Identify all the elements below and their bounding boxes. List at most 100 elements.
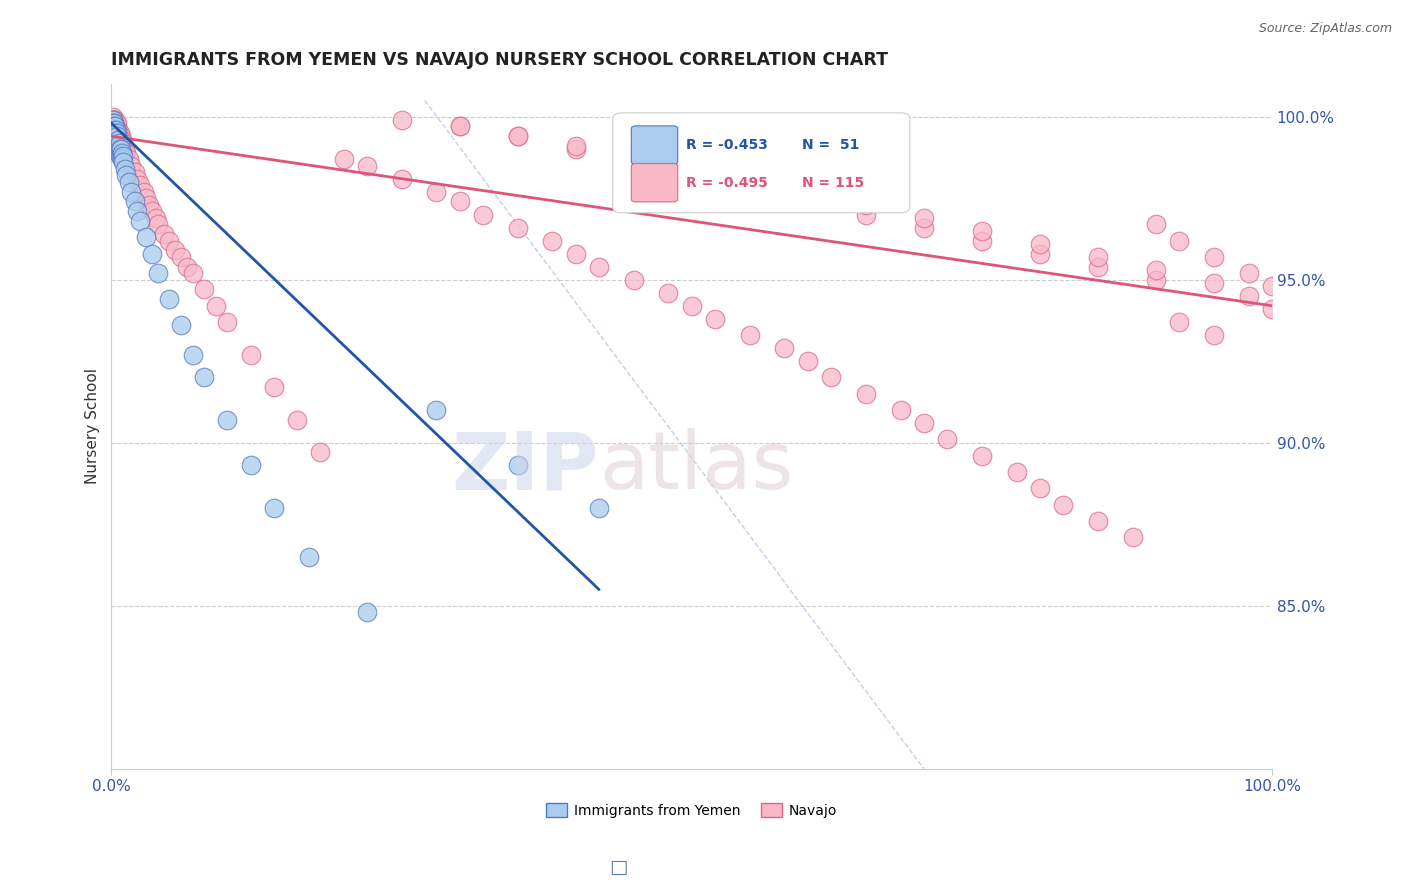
Text: R = -0.453: R = -0.453 (686, 138, 768, 152)
Point (111, 155, 134, 169)
Text: R = -0.495: R = -0.495 (686, 176, 768, 190)
Text: □: □ (609, 857, 628, 877)
Point (449, 194, 471, 209)
Point (356, 159, 378, 173)
Text: N =  51: N = 51 (801, 138, 859, 152)
Point (1122, 530, 1144, 544)
Point (588, 500, 610, 515)
Text: N = 115: N = 115 (801, 176, 865, 190)
Point (1237, 266, 1260, 280)
Point (217, 413, 239, 427)
Point (107, 142, 129, 156)
Point (681, 299, 703, 313)
Point (105, 129, 128, 144)
Point (391, 171, 413, 186)
Point (855, 207, 877, 221)
Point (104, 129, 127, 144)
Point (103, 116, 125, 130)
Point (105, 122, 128, 136)
Point (912, 416, 935, 430)
Point (796, 185, 818, 199)
Point (111, 136, 134, 150)
Point (181, 266, 204, 280)
Point (1144, 217, 1167, 231)
Point (104, 113, 127, 128)
Point (129, 178, 152, 193)
Point (111, 152, 134, 166)
Text: Source: ZipAtlas.com: Source: ZipAtlas.com (1258, 22, 1392, 36)
Point (114, 161, 136, 176)
Point (263, 380, 285, 394)
Point (1168, 315, 1191, 329)
Point (912, 211, 935, 225)
Point (114, 142, 136, 156)
Text: ZIP: ZIP (451, 428, 599, 507)
Point (1087, 514, 1109, 528)
Point (152, 227, 174, 241)
Point (110, 132, 132, 146)
Point (1029, 481, 1052, 495)
Point (103, 120, 125, 134)
Point (1202, 276, 1225, 290)
Point (165, 244, 187, 258)
Point (104, 126, 127, 140)
Point (107, 139, 129, 153)
Point (101, 113, 124, 128)
Point (541, 234, 564, 248)
Point (1144, 273, 1167, 287)
Point (506, 129, 529, 144)
Point (120, 185, 142, 199)
Point (912, 220, 935, 235)
Point (141, 246, 163, 260)
Point (159, 234, 181, 248)
Point (1144, 263, 1167, 277)
Point (449, 120, 471, 134)
Point (105, 122, 128, 136)
Point (239, 348, 262, 362)
Point (970, 449, 993, 463)
Point (103, 126, 125, 140)
Point (1261, 301, 1284, 316)
Point (118, 175, 141, 189)
Point (796, 354, 818, 368)
Point (135, 230, 157, 244)
Point (564, 139, 586, 153)
Point (105, 122, 128, 136)
Point (103, 116, 125, 130)
Point (110, 142, 132, 156)
Point (107, 122, 129, 136)
Point (681, 159, 703, 173)
Point (103, 122, 125, 136)
Point (108, 136, 131, 150)
Point (105, 132, 128, 146)
Point (471, 207, 494, 221)
Point (110, 149, 132, 163)
Point (125, 204, 148, 219)
Point (773, 341, 796, 355)
Point (855, 198, 877, 212)
Point (120, 159, 142, 173)
Point (217, 315, 239, 329)
Point (263, 500, 285, 515)
Point (657, 285, 679, 300)
Legend: Immigrants from Yemen, Navajo: Immigrants from Yemen, Navajo (540, 797, 842, 823)
Point (103, 113, 125, 128)
Point (159, 292, 181, 306)
Point (1029, 236, 1052, 251)
Point (108, 142, 131, 156)
Point (681, 169, 703, 183)
Point (285, 413, 308, 427)
Point (129, 214, 152, 228)
Point (1087, 260, 1109, 274)
Point (115, 169, 138, 183)
Point (623, 273, 645, 287)
Point (132, 185, 155, 199)
Point (108, 126, 131, 140)
Point (107, 126, 129, 140)
Point (1029, 246, 1052, 260)
Point (1005, 465, 1028, 479)
FancyBboxPatch shape (631, 126, 678, 164)
Point (889, 403, 911, 417)
Point (124, 194, 146, 209)
Point (176, 260, 198, 274)
